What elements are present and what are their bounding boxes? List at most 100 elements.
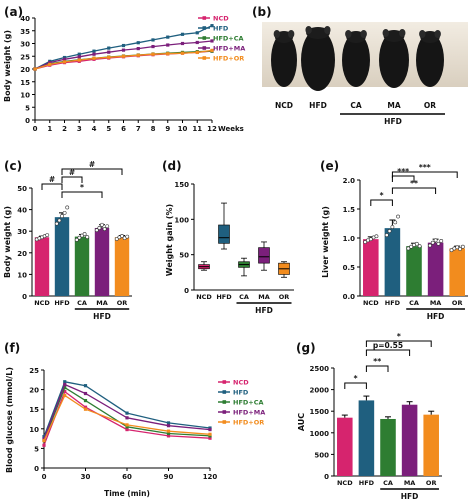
- a-data-point: [62, 55, 67, 60]
- g-y-axis-label: AUC: [297, 413, 306, 431]
- d-x-tick-label: OR: [279, 293, 290, 301]
- a-data-point: [210, 48, 214, 52]
- d-panel-label: (d): [162, 159, 182, 173]
- a-data-point: [48, 62, 52, 67]
- g-y-tick-label: 500: [314, 451, 329, 459]
- a-x-tick-label: 8: [151, 125, 156, 133]
- f-legend-label: HFD: [233, 389, 249, 397]
- c-bar: [94, 227, 110, 296]
- c-individual-point: [120, 234, 124, 238]
- b-mouse-ear: [382, 29, 389, 37]
- b-mouse-label: OR: [424, 101, 436, 110]
- a-x-axis-label: Weeks: [218, 125, 244, 133]
- g-x-tick-label: OR: [426, 479, 437, 487]
- b-mouse-body: [271, 33, 297, 87]
- f-data-point: [125, 423, 129, 427]
- a-legend-label: NCD: [213, 15, 229, 23]
- g-bar: [337, 417, 353, 476]
- a-data-point: [33, 67, 37, 71]
- c-y-tick-label: 10: [17, 271, 27, 279]
- a-legend-marker: [202, 46, 207, 50]
- a-data-point: [121, 43, 126, 48]
- a-data-point: [151, 38, 155, 42]
- e-bar: [363, 239, 379, 296]
- f-y-tick-label: 5: [34, 445, 39, 453]
- a-legend-marker: [202, 26, 207, 30]
- a-data-point: [210, 24, 214, 28]
- f-data-point: [83, 398, 88, 403]
- b-mouse-body: [301, 29, 335, 91]
- e-sig-label: **: [410, 179, 418, 188]
- f-x-tick-label: 120: [203, 473, 218, 481]
- f-series-line: [43, 381, 211, 437]
- c-individual-point: [85, 235, 90, 239]
- f-data-point: [42, 435, 46, 439]
- b-mouse-label: HFD: [309, 101, 327, 110]
- g-y-tick-label: 1000: [310, 430, 330, 438]
- a-data-point: [62, 57, 67, 61]
- d-y-tick-label: 0: [184, 287, 189, 295]
- e-individual-point: [428, 243, 432, 248]
- b-group-label: HFD: [384, 117, 402, 126]
- f-y-tick-label: 25: [29, 367, 39, 375]
- c-individual-point: [65, 205, 70, 210]
- g-sig-label: *: [397, 332, 401, 341]
- g-sig-label: *: [354, 374, 358, 383]
- d-y-tick-label: 150: [174, 181, 189, 189]
- c-panel-label: (c): [4, 159, 22, 173]
- c-y-tick-label: 20: [17, 250, 27, 258]
- f-legend-label: HFD+MA: [233, 409, 265, 417]
- f-data-point: [63, 389, 67, 394]
- e-individual-point: [417, 244, 422, 249]
- a-x-tick-label: 6: [121, 125, 126, 133]
- f-legend-marker: [222, 390, 227, 394]
- c-sig-label: #: [89, 160, 95, 169]
- e-x-tick-label: HFD: [385, 299, 401, 307]
- e-sig-bracket: [391, 175, 415, 182]
- f-data-point: [166, 424, 171, 428]
- a-data-point: [210, 39, 214, 43]
- d-group-label: HFD: [255, 306, 273, 315]
- f-x-axis-label: Time (min): [104, 489, 150, 498]
- e-individual-point: [384, 233, 389, 238]
- e-bar: [406, 246, 422, 296]
- a-data-point: [92, 56, 96, 60]
- c-individual-point: [105, 224, 110, 229]
- f-data-point: [166, 421, 171, 425]
- a-y-tick-label: 25: [20, 53, 30, 61]
- a-panel-label: (a): [4, 5, 23, 19]
- e-sig-label: *: [380, 191, 384, 200]
- c-bar: [114, 237, 130, 296]
- e-y-axis-label: Liver weight (g): [321, 206, 330, 278]
- g-x-tick-label: CA: [383, 479, 393, 487]
- e-individual-point: [409, 244, 414, 249]
- a-x-tick-label: 11: [192, 125, 202, 133]
- a-x-tick-label: 1: [47, 125, 52, 133]
- e-y-tick-label: 0.0: [343, 293, 356, 301]
- a-data-point: [195, 40, 199, 45]
- f-data-point: [83, 407, 88, 411]
- b-mouse-ear: [399, 29, 406, 37]
- c-x-tick-label: MA: [96, 299, 108, 307]
- e-individual-point: [460, 244, 465, 249]
- g-panel-label: (g): [296, 341, 316, 355]
- a-data-point: [121, 54, 126, 58]
- f-data-point: [166, 434, 171, 438]
- f-data-point: [83, 384, 88, 388]
- a-data-point: [92, 52, 96, 56]
- g-sig-bracket: [344, 382, 367, 389]
- a-legend-label: HFD+OR: [213, 55, 244, 63]
- b-mouse-ear: [345, 30, 352, 38]
- a-x-tick-label: 2: [62, 125, 67, 133]
- a-y-axis-label: Body weight (g): [3, 30, 12, 102]
- a-data-point: [121, 48, 126, 52]
- c-individual-point: [54, 221, 59, 226]
- a-y-tick-label: 35: [20, 28, 30, 36]
- e-individual-point: [439, 238, 444, 243]
- f-data-point: [125, 425, 129, 429]
- c-x-tick-label: OR: [117, 299, 128, 307]
- f-data-point: [63, 393, 67, 398]
- f-data-point: [125, 427, 129, 432]
- c-individual-point: [60, 214, 64, 218]
- c-group-label: HFD: [93, 312, 111, 321]
